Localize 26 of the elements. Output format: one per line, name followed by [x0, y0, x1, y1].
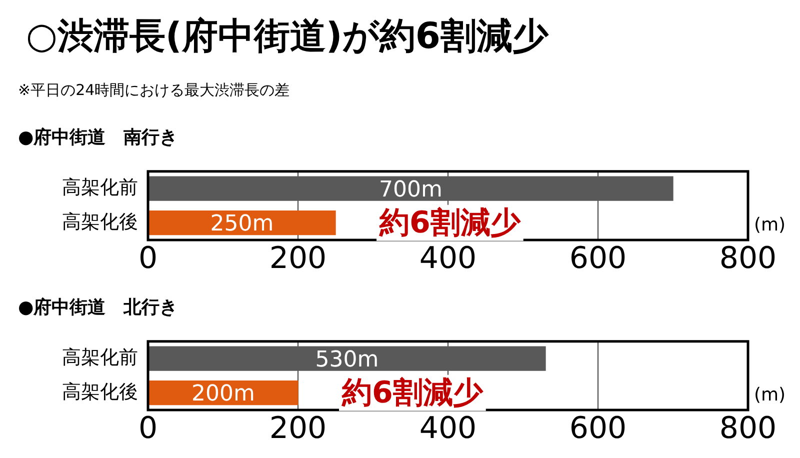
annotation: 約6割減少 — [378, 206, 522, 241]
x-tick-label: 600 — [569, 410, 627, 446]
y-tick-label: 高架化後 — [62, 380, 138, 403]
y-tick-label: 高架化前 — [62, 176, 138, 198]
x-tick-label: 0 — [138, 240, 158, 276]
data-label: 700m — [379, 177, 442, 202]
x-axis-title: (m) — [754, 214, 786, 236]
y-tick-label: 高架化後 — [62, 210, 138, 233]
data-label: 250m — [210, 212, 274, 237]
data-label: 200m — [192, 382, 255, 407]
text: ●府中街道 南行き — [18, 126, 179, 150]
x-tick-label: 600 — [569, 240, 627, 276]
x-tick-label: 800 — [719, 410, 777, 446]
x-tick-label: 0 — [138, 410, 158, 446]
annotation: 約6割減少 — [341, 376, 484, 411]
y-tick-label: 高架化前 — [62, 346, 138, 368]
x-tick-label: 400 — [419, 410, 477, 446]
x-tick-label: 200 — [269, 410, 327, 446]
chart-subtitle: ※平日の24時間における最大渋滞長の差 — [18, 80, 291, 101]
chart-title: ○渋滞長(府中街道)が約6割減少 — [26, 15, 550, 59]
x-tick-label: 400 — [419, 240, 477, 276]
x-tick-label: 800 — [719, 240, 777, 276]
x-axis-title: (m) — [754, 384, 786, 406]
data-label: 530m — [315, 347, 379, 372]
x-tick-label: 200 — [269, 240, 327, 276]
chart-title: ●府中街道 北行き — [18, 296, 179, 320]
